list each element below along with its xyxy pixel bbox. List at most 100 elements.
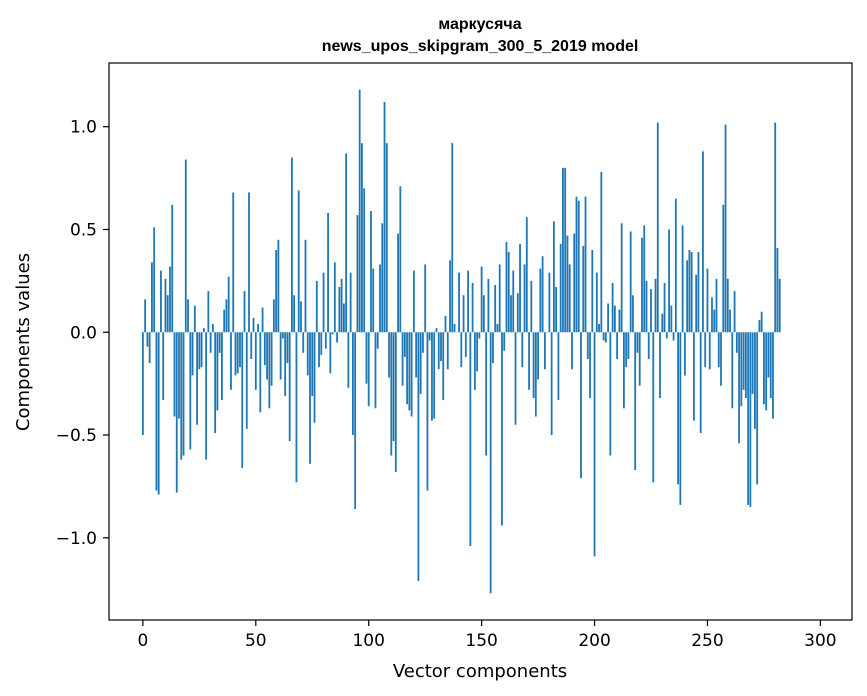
bar <box>645 280 648 333</box>
bar <box>225 299 228 333</box>
bar <box>512 270 515 333</box>
bar <box>460 332 463 368</box>
bar <box>672 332 675 341</box>
bar <box>722 204 725 333</box>
bar <box>654 278 657 333</box>
x-axis-label: Vector components <box>393 661 567 682</box>
bar <box>731 332 734 409</box>
bar <box>187 299 189 333</box>
bar <box>629 231 632 333</box>
bar <box>275 250 278 333</box>
bar <box>221 332 223 401</box>
bar <box>401 332 404 386</box>
bar <box>618 309 621 333</box>
bar <box>532 332 535 399</box>
bar <box>144 299 147 333</box>
bar <box>632 295 634 333</box>
bar <box>670 305 673 333</box>
bar <box>510 295 512 333</box>
bar <box>313 332 316 423</box>
bar <box>487 278 490 333</box>
bar <box>257 324 259 333</box>
bar <box>291 157 293 333</box>
bar <box>173 332 176 417</box>
bar <box>593 332 596 557</box>
bar <box>674 198 677 333</box>
bar <box>704 332 707 368</box>
bar <box>234 332 237 376</box>
bar <box>584 196 587 333</box>
bar <box>550 332 553 436</box>
y-tick-label: 0.5 <box>70 220 97 240</box>
bar <box>562 167 564 333</box>
bar <box>318 332 320 368</box>
bar <box>507 252 510 333</box>
bar <box>516 293 519 333</box>
bar <box>742 332 745 390</box>
bar <box>528 332 530 390</box>
bar <box>270 332 273 386</box>
bar <box>261 307 264 333</box>
bar <box>604 332 607 343</box>
bar <box>361 143 363 333</box>
bar <box>320 332 323 355</box>
bar <box>390 332 393 456</box>
bar <box>634 332 637 470</box>
y-axis-ticks: −1.0 −0.5 0.0 0.5 1.0 <box>56 118 109 549</box>
bar <box>302 332 305 353</box>
bar <box>469 332 472 547</box>
bar <box>543 332 546 370</box>
bar <box>564 167 567 333</box>
bar <box>241 332 244 468</box>
bar <box>345 153 348 333</box>
bar <box>650 289 652 333</box>
bar <box>297 190 300 333</box>
bar <box>688 250 691 333</box>
bar <box>661 313 664 333</box>
bar <box>157 332 160 495</box>
bar <box>559 243 562 333</box>
bar <box>706 268 709 333</box>
bar <box>394 332 397 473</box>
bar <box>403 332 406 357</box>
bar <box>329 332 332 374</box>
bar <box>557 332 560 401</box>
bar <box>677 332 680 485</box>
bar <box>354 332 357 510</box>
bar <box>525 217 528 333</box>
bar <box>422 332 424 353</box>
bar <box>236 332 239 374</box>
bar <box>695 274 698 333</box>
bar <box>652 332 655 483</box>
bar <box>575 196 578 333</box>
plot-frame <box>108 62 853 621</box>
bar <box>638 332 641 386</box>
bar <box>769 332 772 399</box>
bar <box>211 324 214 333</box>
bar <box>681 225 684 333</box>
y-tick-label: −1.0 <box>56 529 97 549</box>
bar <box>473 332 476 390</box>
bar <box>735 332 738 353</box>
bar <box>342 303 345 333</box>
bar <box>444 315 447 333</box>
bar <box>356 215 359 333</box>
bar <box>227 276 230 333</box>
bar <box>503 332 506 351</box>
bar <box>333 262 336 333</box>
bar <box>724 124 727 333</box>
bar <box>478 332 481 339</box>
bar <box>358 89 361 333</box>
bar <box>162 332 165 401</box>
bar <box>440 332 442 362</box>
bar <box>708 332 711 370</box>
bar <box>744 332 747 399</box>
x-tick-label: 50 <box>245 631 267 651</box>
bar <box>699 332 702 433</box>
bar <box>647 332 650 359</box>
bar <box>760 311 763 333</box>
bar <box>690 252 693 333</box>
bar <box>713 309 716 333</box>
bars-group <box>141 89 781 594</box>
bar <box>381 223 384 333</box>
